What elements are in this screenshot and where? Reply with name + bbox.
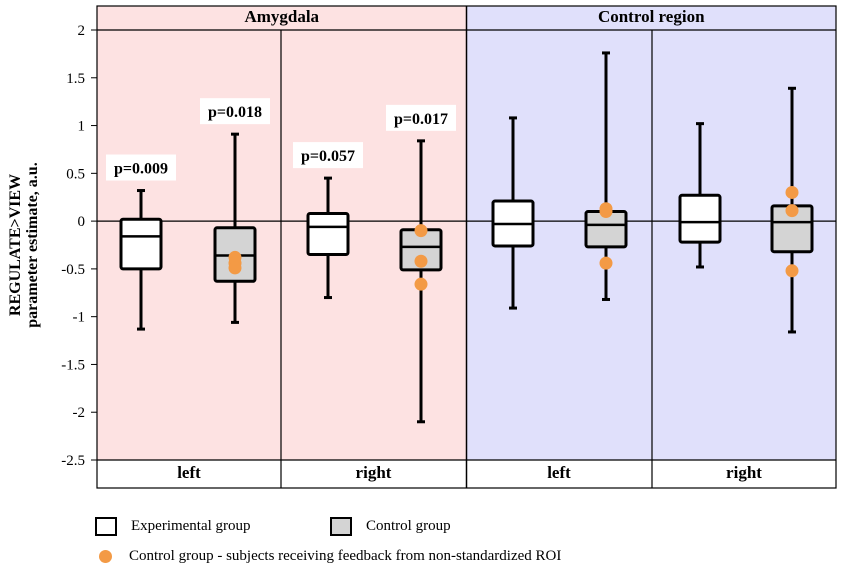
plot-frame xyxy=(96,5,837,489)
y-tick-label: -1.5 xyxy=(61,357,85,373)
legend-item-dots: Control group - subjects receiving feedb… xyxy=(99,548,561,565)
pvalue-label: p=0.057 xyxy=(301,148,355,165)
side-label-left: left xyxy=(177,463,201,482)
y-tick-label: 0.5 xyxy=(66,166,85,182)
feedback-dot xyxy=(785,204,799,218)
side-label-left: left xyxy=(547,463,571,482)
feedback-dot xyxy=(785,264,799,278)
feedback-dot xyxy=(414,277,428,291)
legend-label-dots: Control group - subjects receiving feedb… xyxy=(129,548,562,564)
pvalue-bg xyxy=(106,154,176,181)
legend-item-control: Control group xyxy=(330,517,451,536)
region-title-control: Control region xyxy=(598,7,705,26)
y-tick-label: -0.5 xyxy=(61,262,85,278)
feedback-dot xyxy=(414,254,428,268)
feedback-dot xyxy=(228,261,242,275)
feedback-dot xyxy=(785,185,799,199)
y-tick-label: 2 xyxy=(78,23,86,39)
legend-label-experimental: Experimental group xyxy=(131,518,251,534)
legend: Experimental group Control group Control… xyxy=(95,515,835,575)
pvalue-label: p=0.018 xyxy=(208,104,262,121)
boxplot-chart: 2 1.5 1 0.5 0 -0.5 -1 -1.5 -2 -2.5 REGULATE>VIEWpa… xyxy=(7,5,837,489)
y-tick-label: -2 xyxy=(73,405,86,421)
pvalue-bg xyxy=(386,104,456,131)
box-experimental xyxy=(119,217,163,271)
pvalue-label: p=0.017 xyxy=(394,111,448,128)
box-experimental xyxy=(306,211,350,257)
feedback-dot xyxy=(599,256,613,270)
feedback-dot xyxy=(414,224,428,238)
pvalue-bg xyxy=(200,98,270,125)
y-tick-label: -2.5 xyxy=(61,453,85,469)
legend-swatch-dot xyxy=(99,550,112,563)
legend-label-control: Control group xyxy=(366,518,451,534)
y-axis-label: REGULATE>VIEWparameter estimate, a.u. xyxy=(7,162,41,327)
y-tick-label: -1 xyxy=(73,310,86,326)
box-experimental xyxy=(678,193,722,244)
y-tick-label: 0 xyxy=(78,214,86,230)
region-title-amygdala: Amygdala xyxy=(244,7,319,26)
legend-swatch-control xyxy=(330,517,352,536)
side-label-right: right xyxy=(726,463,762,482)
y-tick-label: 1.5 xyxy=(66,71,85,87)
side-label-right: right xyxy=(356,463,392,482)
y-axis-label-line2: parameter estimate, a.u. xyxy=(24,162,41,327)
legend-item-experimental: Experimental group xyxy=(95,517,251,536)
legend-swatch-experimental xyxy=(95,517,117,536)
y-tick-label: 1 xyxy=(78,119,86,135)
pvalue-label: p=0.009 xyxy=(114,161,168,178)
feedback-dot xyxy=(599,205,613,219)
pvalue-bg xyxy=(293,142,363,169)
y-axis-label-line1: REGULATE>VIEW xyxy=(7,174,24,316)
